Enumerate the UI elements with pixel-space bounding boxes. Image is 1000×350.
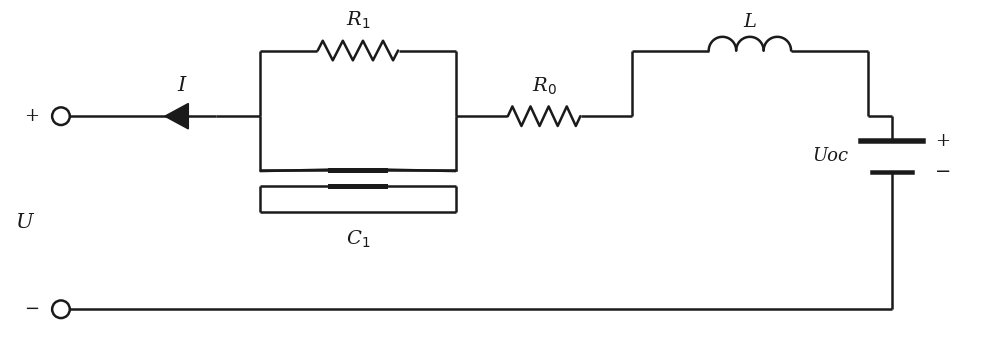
Text: U: U — [15, 213, 33, 232]
Text: +: + — [935, 132, 950, 150]
Polygon shape — [165, 104, 188, 129]
Text: R$_0$: R$_0$ — [532, 75, 557, 97]
Text: −: − — [935, 163, 951, 181]
Text: I: I — [177, 76, 186, 94]
Text: R$_1$: R$_1$ — [346, 10, 370, 31]
Text: L: L — [743, 13, 756, 31]
Text: −: − — [24, 300, 39, 318]
Text: +: + — [24, 107, 39, 125]
Text: Uoc: Uoc — [813, 147, 849, 166]
Text: C$_1$: C$_1$ — [346, 229, 370, 250]
